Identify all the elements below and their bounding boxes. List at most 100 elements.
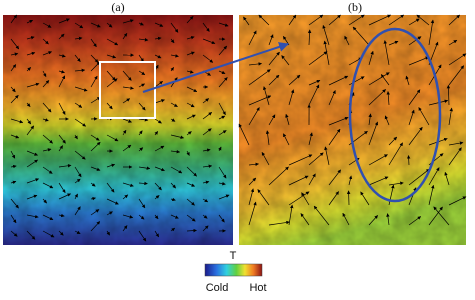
- vector-arrow: [42, 230, 55, 238]
- vector-arrow: [170, 38, 175, 44]
- vector-arrow: [154, 99, 165, 104]
- vector-arrow: [328, 14, 341, 26]
- vector-arrow: [90, 166, 101, 171]
- vector-arrow: [428, 19, 435, 46]
- vector-arrow: [428, 206, 443, 226]
- vector-arrow: [186, 150, 190, 156]
- vector-arrow: [10, 230, 18, 237]
- vector-arrow: [186, 86, 198, 92]
- vector-arrow: [58, 213, 65, 218]
- vector-arrow: [10, 164, 17, 169]
- vector-arrow: [26, 51, 36, 56]
- vector-arrow: [106, 182, 115, 193]
- vector-arrow: [74, 118, 87, 127]
- vector-arrow: [386, 91, 390, 106]
- vector-arrow: [106, 198, 119, 205]
- vector-arrow: [323, 40, 330, 66]
- vector-arrow: [58, 145, 64, 152]
- vector-arrow: [288, 154, 313, 166]
- vector-arrow: [26, 19, 34, 24]
- vector-arrow: [380, 74, 390, 86]
- vector-arrow: [106, 78, 118, 88]
- vector-arrow: [10, 118, 24, 124]
- vector-arrow: [138, 198, 146, 209]
- vector-arrow: [74, 102, 83, 108]
- colorbar: T Cold Hot: [204, 250, 267, 294]
- vector-arrow: [122, 182, 134, 187]
- vector-arrow: [261, 151, 270, 166]
- vector-arrow: [268, 34, 274, 46]
- vector-arrow: [138, 102, 146, 111]
- vector-arrow: [138, 83, 145, 88]
- vector-arrow: [90, 75, 98, 88]
- vector-arrow: [448, 141, 464, 146]
- vector-arrow: [218, 194, 230, 200]
- vector-arrow: [90, 96, 101, 104]
- vector-arrow: [288, 175, 309, 186]
- vector-arrow: [90, 182, 96, 187]
- vector-arrow: [26, 82, 40, 88]
- vector-arrow: [138, 38, 149, 42]
- vector-arrow: [218, 181, 226, 186]
- vector-arrow: [26, 194, 38, 200]
- vector-arrow: [154, 36, 162, 41]
- vector-arrow: [368, 50, 374, 66]
- vector-arrow: [283, 133, 290, 146]
- vector-arrow: [368, 72, 390, 86]
- vector-arrow: [154, 145, 165, 152]
- vector-arrow: [122, 86, 134, 90]
- vector-arrow: [328, 90, 336, 106]
- vector-arrow: [186, 36, 195, 40]
- vector-arrow: [342, 212, 350, 226]
- vector-arrow: [248, 69, 271, 86]
- vector-arrow: [344, 35, 350, 46]
- vector-arrow: [308, 173, 316, 186]
- vector-arrow: [74, 166, 82, 178]
- vector-arrow: [281, 55, 290, 66]
- vector-arrow: [42, 166, 53, 174]
- vector-arrow: [74, 150, 86, 160]
- vector-arrow: [106, 102, 113, 110]
- vector-arrow: [268, 220, 290, 226]
- vector-arrow: [74, 178, 81, 184]
- vector-arrow: [26, 118, 32, 125]
- vector-arrow: [42, 22, 52, 28]
- vector-arrow: [328, 116, 349, 126]
- vector-arrow: [58, 164, 72, 168]
- vector-arrow: [368, 215, 378, 226]
- vector-arrow: [448, 39, 458, 46]
- vector-arrow: [308, 152, 324, 166]
- vector-arrow: [170, 54, 179, 58]
- vector-arrow: [416, 14, 430, 26]
- vector-arrow: [202, 98, 210, 104]
- vector-arrow: [42, 148, 52, 152]
- vector-arrow: [138, 130, 143, 136]
- vector-arrow: [328, 191, 339, 206]
- vector-arrow: [418, 107, 430, 126]
- zoom-arrow: [142, 42, 289, 93]
- vector-arrow: [218, 22, 229, 27]
- vector-arrow: [10, 150, 16, 159]
- vector-arrow: [408, 36, 422, 46]
- vector-arrow: [10, 180, 17, 185]
- vector-arrow: [122, 98, 131, 104]
- vector-arrow: [42, 38, 49, 45]
- vector-arrow: [428, 167, 440, 186]
- vector-arrow: [448, 147, 462, 166]
- vector-arrow: [138, 230, 147, 242]
- vector-arrow: [106, 134, 119, 142]
- vector-arrow: [170, 134, 185, 139]
- vector-arrow: [368, 89, 386, 106]
- vector-arrow: [42, 198, 47, 204]
- vector-arrow: [170, 214, 179, 219]
- vector-arrow: [90, 196, 96, 201]
- vector-arrow: [268, 114, 276, 126]
- vector-arrow: [218, 102, 226, 116]
- vector-arrow: [58, 33, 65, 40]
- vector-arrow: [122, 118, 132, 123]
- vector-arrow: [74, 36, 83, 41]
- vector-arrow: [408, 89, 421, 106]
- colorbar-low: Cold: [206, 282, 229, 294]
- vector-arrow: [202, 38, 216, 45]
